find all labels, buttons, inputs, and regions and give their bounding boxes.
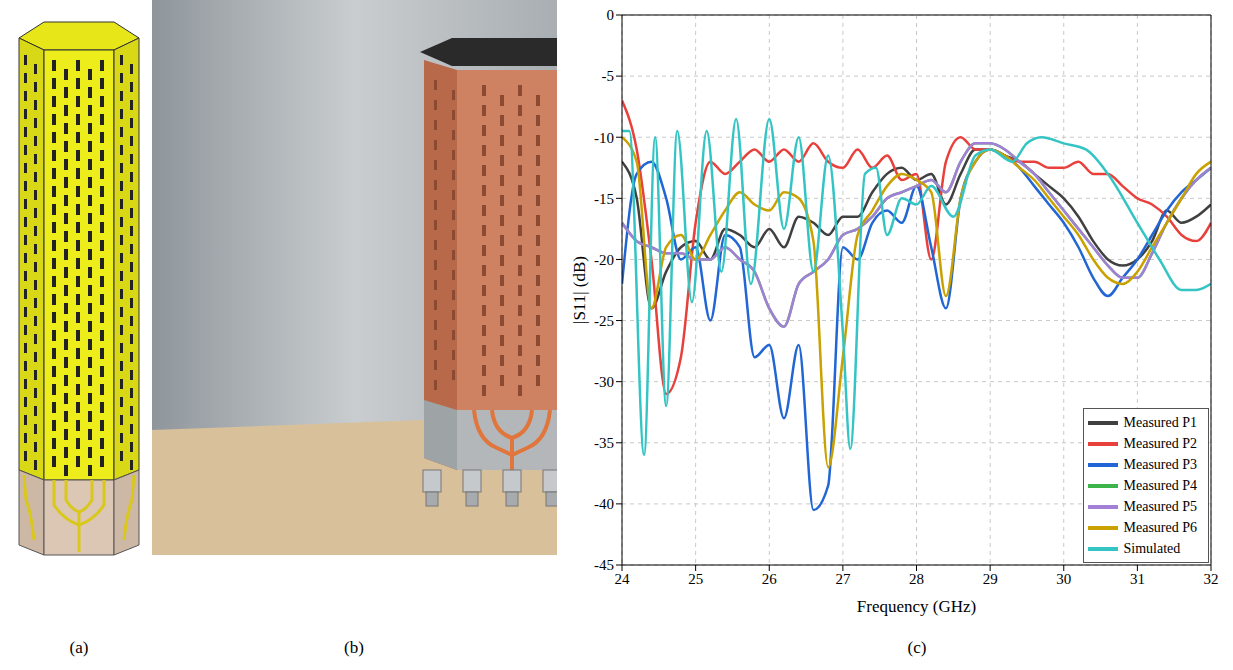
svg-text:30: 30 (1056, 571, 1071, 587)
svg-text:-5: -5 (602, 68, 615, 84)
html-text:Measured P4: Measured P4 (1123, 477, 1197, 493)
svg-text:-30: -30 (594, 374, 614, 390)
svg-text:-45: -45 (594, 557, 614, 573)
html-text:Frequency (GHz): Frequency (GHz) (856, 597, 977, 616)
svg-text:-20: -20 (594, 252, 614, 268)
svg-text:28: 28 (909, 571, 924, 587)
svg-text:32: 32 (1204, 571, 1219, 587)
svg-text:-40: -40 (594, 496, 614, 512)
svg-text:31: 31 (1130, 571, 1145, 587)
html-text:|S11| (dB): |S11| (dB) (570, 256, 589, 324)
svg-text:-15: -15 (594, 191, 614, 207)
html-text:Measured P5: Measured P5 (1123, 498, 1197, 514)
svg-text:-35: -35 (594, 435, 614, 451)
html-text:(b): (b) (344, 638, 364, 657)
html-text:Measured P2: Measured P2 (1123, 435, 1197, 451)
svg-text:24: 24 (615, 571, 631, 587)
svg-text:25: 25 (688, 571, 703, 587)
html-text:Measured P6: Measured P6 (1123, 519, 1197, 535)
svg-text:29: 29 (983, 571, 998, 587)
html-text:Simulated: Simulated (1123, 540, 1181, 556)
svg-text:-10: -10 (594, 130, 614, 146)
svg-text:27: 27 (835, 571, 851, 587)
svg-text:0: 0 (607, 7, 615, 23)
html-text:Measured P3: Measured P3 (1123, 456, 1197, 472)
html-text:(a): (a) (69, 638, 89, 657)
svg-text:-25: -25 (594, 313, 614, 329)
svg-text:26: 26 (762, 571, 778, 587)
html-text:Measured P1: Measured P1 (1123, 414, 1197, 430)
html-text:(c): (c) (907, 638, 927, 657)
